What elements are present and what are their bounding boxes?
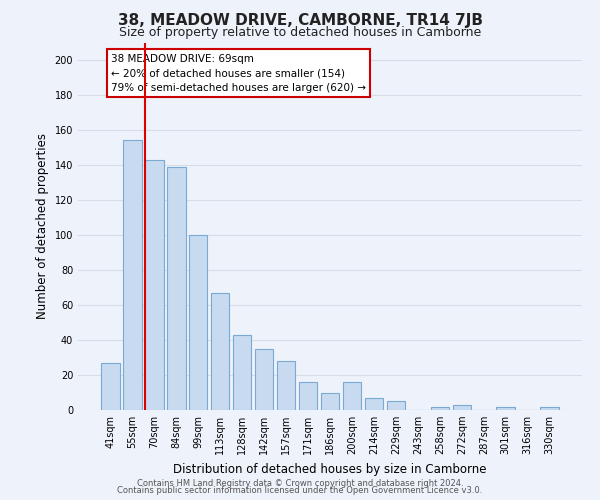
Bar (277, 361, 295, 410)
Bar (365, 398, 383, 410)
Bar (255, 349, 274, 410)
Bar (145, 160, 164, 410)
Text: 38 MEADOW DRIVE: 69sqm
← 20% of detached houses are smaller (154)
79% of semi-de: 38 MEADOW DRIVE: 69sqm ← 20% of detached… (111, 54, 366, 93)
Bar (233, 335, 251, 410)
Text: Contains public sector information licensed under the Open Government Licence v3: Contains public sector information licen… (118, 486, 482, 495)
Bar (167, 167, 185, 410)
X-axis label: Distribution of detached houses by size in Camborne: Distribution of detached houses by size … (173, 462, 487, 475)
Bar (299, 382, 317, 410)
Bar (343, 382, 361, 410)
Bar (101, 363, 119, 410)
Bar (431, 406, 449, 410)
Bar (541, 406, 559, 410)
Text: 38, MEADOW DRIVE, CAMBORNE, TR14 7JB: 38, MEADOW DRIVE, CAMBORNE, TR14 7JB (118, 12, 482, 28)
Bar (386, 401, 405, 410)
Text: Size of property relative to detached houses in Camborne: Size of property relative to detached ho… (119, 26, 481, 39)
Bar (452, 405, 471, 410)
Bar (123, 140, 142, 410)
Text: Contains HM Land Registry data © Crown copyright and database right 2024.: Contains HM Land Registry data © Crown c… (137, 478, 463, 488)
Bar (496, 406, 515, 410)
Bar (189, 235, 208, 410)
Bar (211, 292, 229, 410)
Bar (320, 392, 340, 410)
Y-axis label: Number of detached properties: Number of detached properties (36, 133, 49, 320)
